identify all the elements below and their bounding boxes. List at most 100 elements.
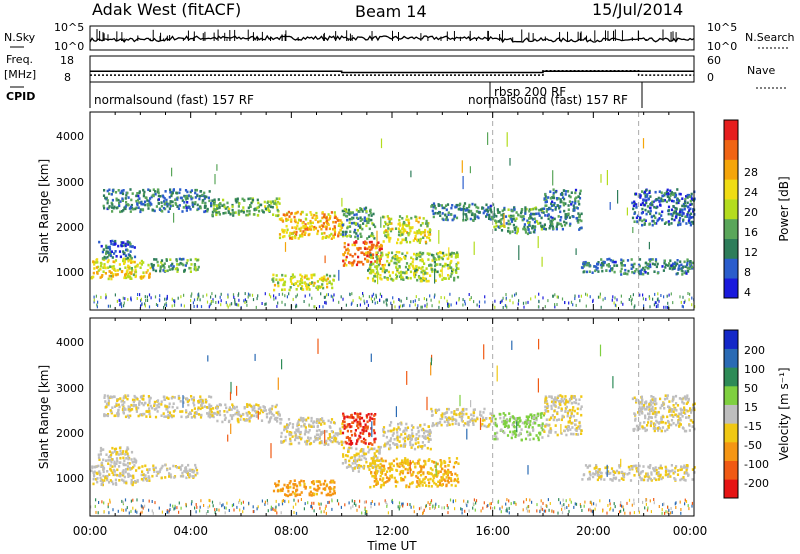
range-gate-cell bbox=[105, 197, 108, 201]
range-gate-cell bbox=[430, 268, 433, 271]
range-gate-cell bbox=[122, 411, 125, 415]
range-gate-cell bbox=[388, 443, 391, 447]
range-gate-cell bbox=[421, 231, 424, 234]
ground-noise-cell bbox=[296, 293, 298, 297]
range-gate-cell bbox=[574, 197, 577, 201]
range-gate-cell bbox=[423, 423, 426, 426]
range-gate-cell bbox=[409, 440, 412, 444]
range-gate-cell bbox=[110, 277, 113, 281]
range-gate-cell bbox=[299, 234, 302, 238]
range-gate-cell bbox=[481, 206, 484, 209]
range-gate-cell bbox=[305, 213, 308, 216]
range-gate-cell bbox=[248, 419, 251, 423]
range-gate-cell bbox=[551, 216, 554, 220]
range-gate-cell bbox=[364, 457, 367, 461]
ground-noise-cell bbox=[268, 293, 271, 297]
ground-noise-cell bbox=[469, 298, 471, 301]
range-gate-cell bbox=[333, 489, 336, 493]
ground-noise-cell bbox=[398, 305, 400, 309]
range-gate-cell bbox=[123, 276, 126, 280]
range-gate-cell bbox=[357, 255, 360, 259]
range-gate-cell bbox=[530, 413, 533, 416]
range-gate-cell bbox=[142, 473, 145, 477]
range-gate-cell bbox=[430, 264, 433, 267]
range-gate-cell bbox=[101, 483, 104, 487]
range-gate-cell bbox=[497, 211, 500, 214]
range-gate-cell bbox=[514, 417, 517, 420]
range-gate-cell bbox=[489, 209, 493, 212]
range-gate-cell bbox=[195, 412, 198, 415]
range-gate-cell bbox=[359, 232, 362, 236]
range-gate-cell bbox=[424, 476, 427, 479]
ground-noise-cell bbox=[658, 299, 660, 303]
range-gate-cell bbox=[276, 483, 280, 487]
range-gate-cell bbox=[464, 422, 467, 425]
range-gate-cell bbox=[428, 236, 431, 240]
range-gate-cell bbox=[146, 269, 149, 272]
range-gate-cell bbox=[279, 422, 282, 425]
ground-noise-cell bbox=[574, 294, 576, 298]
range-gate-cell bbox=[665, 200, 668, 204]
range-gate-cell bbox=[313, 492, 316, 496]
range-gate-cell bbox=[455, 263, 458, 266]
range-gate-cell bbox=[663, 199, 666, 202]
range-gate-cell bbox=[428, 239, 432, 242]
range-gate-cell bbox=[575, 196, 578, 199]
range-gate-cell bbox=[524, 437, 528, 441]
range-gate-cell bbox=[227, 209, 230, 212]
range-gate-cell bbox=[450, 272, 453, 276]
range-gate-cell bbox=[199, 416, 203, 419]
range-gate-cell bbox=[365, 460, 368, 464]
range-gate-cell bbox=[131, 398, 135, 402]
range-gate-cell bbox=[284, 214, 287, 217]
range-gate-cell bbox=[183, 469, 186, 473]
range-gate-cell bbox=[226, 206, 229, 209]
range-gate-cell bbox=[435, 409, 439, 412]
range-gate-cell bbox=[318, 277, 322, 281]
range-gate-cell bbox=[421, 435, 424, 438]
ground-noise-cell bbox=[308, 303, 310, 307]
range-gate-cell bbox=[292, 486, 295, 490]
range-gate-cell bbox=[375, 477, 378, 481]
range-gate-cell bbox=[109, 464, 112, 467]
range-gate-cell bbox=[402, 469, 405, 473]
range-gate-cell bbox=[552, 203, 555, 207]
range-gate-cell bbox=[230, 415, 234, 419]
range-gate-cell bbox=[422, 279, 426, 282]
range-gate-cell bbox=[130, 272, 133, 275]
range-gate-cell bbox=[263, 406, 266, 409]
range-gate-cell bbox=[407, 218, 410, 222]
range-gate-cell bbox=[485, 417, 488, 420]
range-gate-cell bbox=[251, 408, 254, 412]
range-gate-cell bbox=[487, 425, 490, 428]
range-gate-cell bbox=[415, 238, 419, 242]
range-gate-cell bbox=[211, 213, 214, 217]
range-gate-cell bbox=[322, 482, 325, 486]
range-gate-cell bbox=[396, 256, 399, 260]
range-gate-cell bbox=[110, 206, 114, 209]
range-gate-cell bbox=[132, 476, 135, 480]
range-gate-cell bbox=[472, 411, 476, 414]
range-gate-cell bbox=[649, 195, 652, 198]
range-gate-cell bbox=[454, 256, 457, 259]
range-gate-cell bbox=[340, 443, 344, 446]
range-gate-cell bbox=[226, 410, 229, 414]
range-gate-cell bbox=[526, 225, 529, 229]
range-gate-cell bbox=[394, 485, 398, 488]
range-gate-cell bbox=[524, 228, 527, 231]
range-gate-cell bbox=[345, 210, 348, 213]
range-gate-cell bbox=[110, 469, 113, 472]
range-gate-cell bbox=[262, 409, 265, 412]
range-gate-cell bbox=[426, 430, 429, 433]
range-gate-cell bbox=[352, 469, 355, 472]
range-gate-cell bbox=[442, 276, 445, 280]
range-gate-cell bbox=[249, 416, 252, 419]
range-gate-cell bbox=[212, 415, 215, 419]
range-gate-cell bbox=[199, 206, 202, 210]
range-gate-cell bbox=[344, 230, 347, 234]
range-gate-cell bbox=[358, 466, 361, 470]
range-gate-cell bbox=[670, 192, 673, 196]
range-gate-cell bbox=[637, 263, 641, 267]
range-gate-cell bbox=[96, 480, 99, 484]
range-gate-cell bbox=[454, 205, 457, 209]
